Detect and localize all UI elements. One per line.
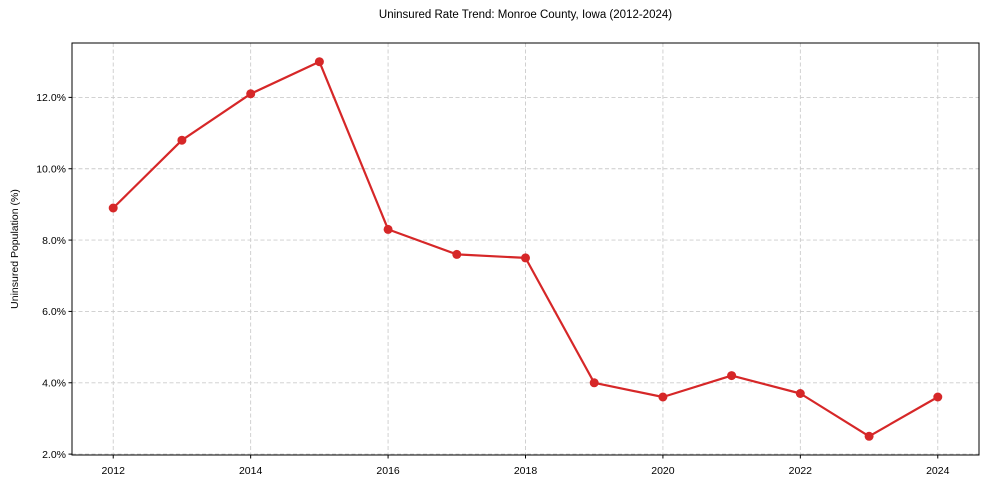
data-point — [658, 392, 668, 402]
data-point — [246, 89, 256, 99]
y-tick-label: 2.0% — [42, 449, 66, 461]
x-tick-label: 2022 — [789, 465, 813, 477]
data-point — [314, 57, 324, 67]
data-point — [521, 253, 530, 263]
x-tick-label: 2024 — [926, 465, 950, 477]
x-tick-label: 2012 — [102, 465, 126, 477]
data-point — [864, 431, 874, 441]
x-tick-label: 2014 — [239, 465, 263, 477]
data-point — [795, 389, 805, 398]
x-tick-label: 2018 — [514, 465, 538, 477]
data-point — [108, 203, 118, 213]
y-tick-label: 4.0% — [42, 377, 66, 389]
x-tick-label: 2020 — [651, 465, 675, 477]
chart-title: Uninsured Rate Trend: Monroe County, Iow… — [378, 9, 673, 21]
data-point — [933, 392, 943, 402]
data-point — [383, 224, 393, 234]
y-tick-label: 12.0% — [36, 92, 66, 104]
data-point — [452, 249, 462, 259]
y-tick-label: 6.0% — [42, 306, 66, 318]
x-tick-label: 2016 — [376, 465, 400, 477]
data-point — [727, 371, 737, 381]
data-point — [589, 378, 599, 388]
y-tick-label: 8.0% — [42, 235, 66, 247]
y-tick-label: 10.0% — [36, 163, 66, 175]
data-point — [177, 135, 187, 145]
